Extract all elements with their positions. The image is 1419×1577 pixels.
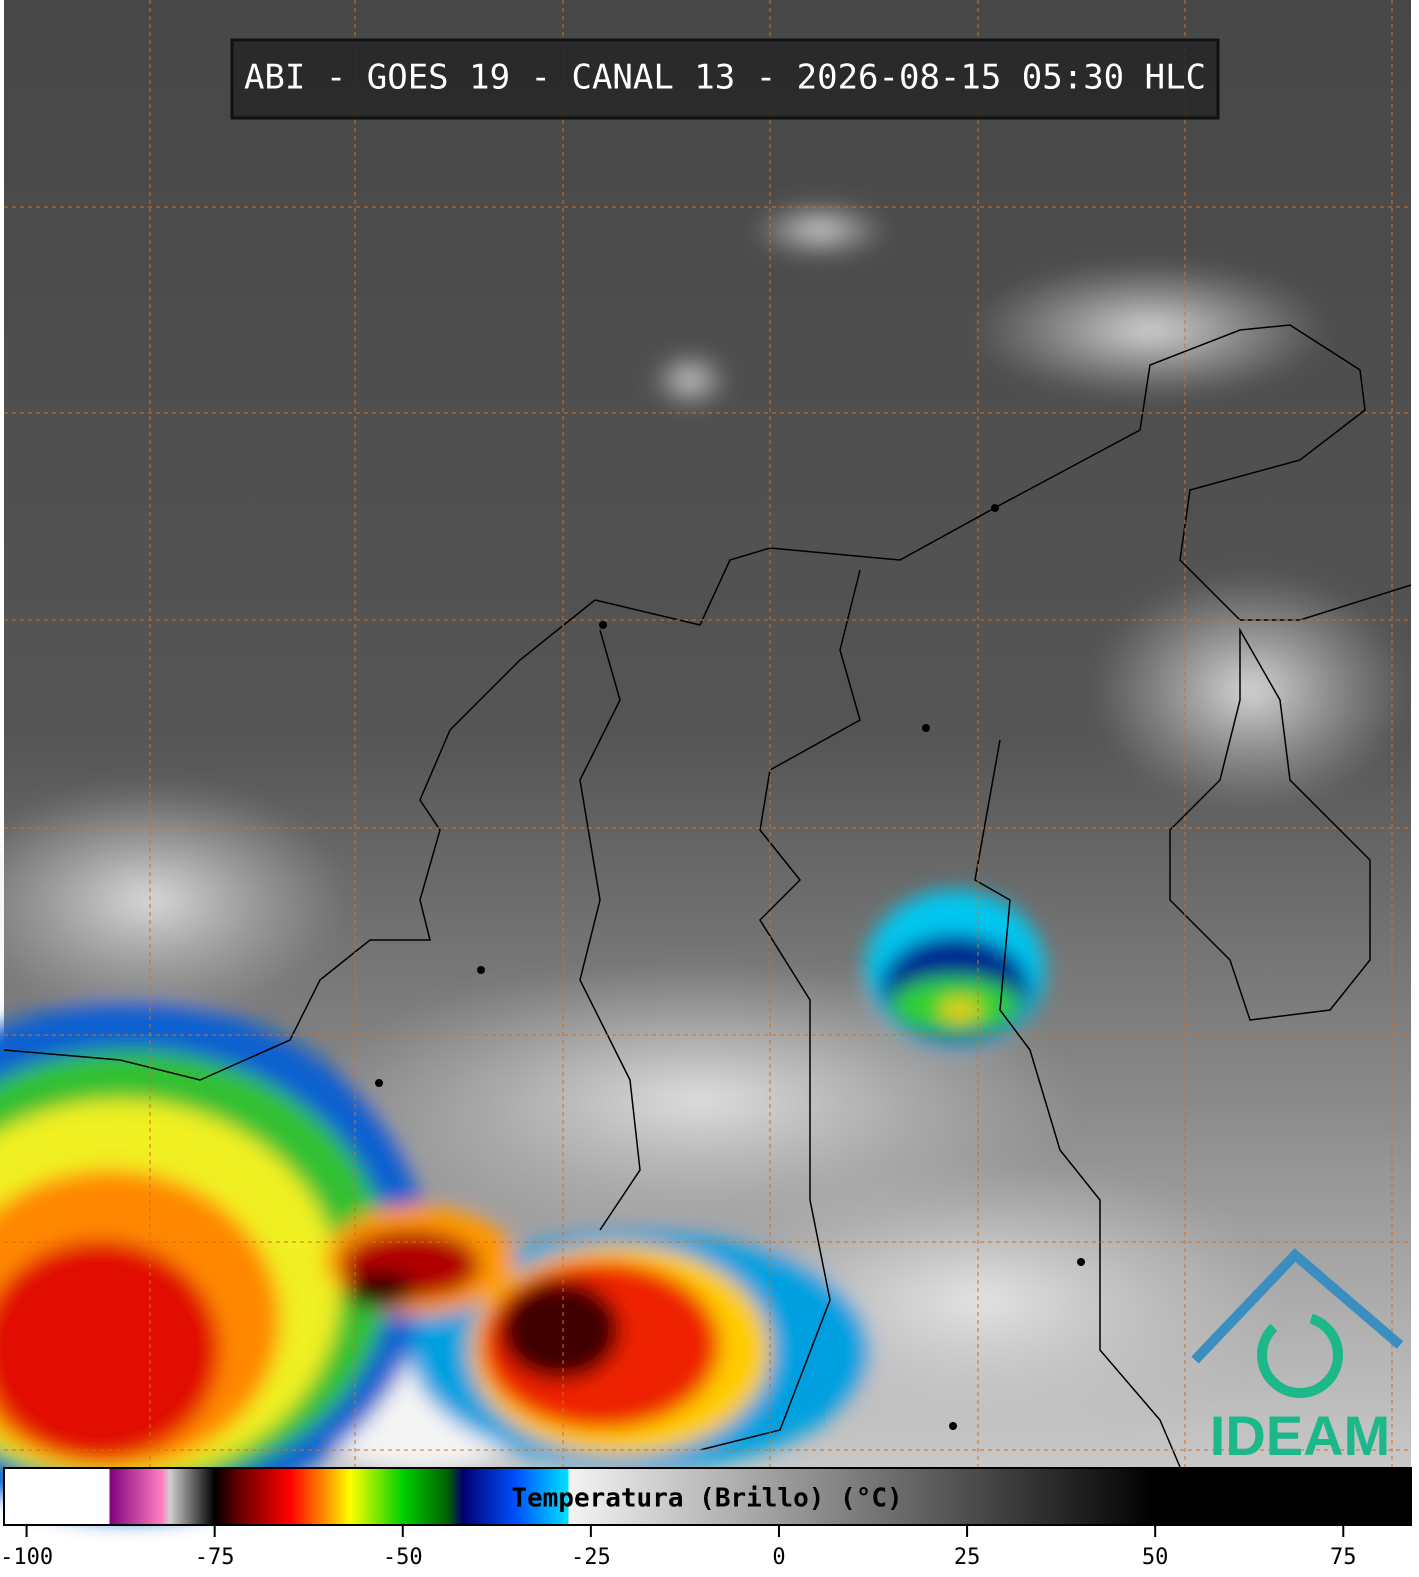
colorbar-tick-label: 0: [772, 1545, 785, 1570]
colorbar-tick-label: -75: [195, 1545, 235, 1570]
colorbar-tick-label: -25: [571, 1545, 611, 1570]
colorbar-tick-label: -50: [383, 1545, 423, 1570]
colorbar-tick-label: 50: [1142, 1545, 1169, 1570]
colorbar-label: Temperatura (Brillo) (°C): [511, 1484, 902, 1514]
cities: [375, 504, 1085, 1430]
colorbar-tick-label: 25: [954, 1545, 981, 1570]
colorbar: [3, 1467, 1412, 1526]
borders: [3, 324, 1412, 1468]
colorbar-tick-label: -100: [0, 1545, 53, 1570]
title: ABI - GOES 19 - CANAL 13 - 2026-08-15 05…: [244, 58, 1206, 98]
logo: IDEAM: [1191, 1248, 1404, 1467]
logo-text: IDEAM: [1210, 1404, 1390, 1467]
title-box: ABI - GOES 19 - CANAL 13 - 2026-08-15 05…: [230, 38, 1220, 120]
imagery: [0, 0, 1411, 1520]
colorbar-tick-label: 75: [1330, 1545, 1357, 1570]
